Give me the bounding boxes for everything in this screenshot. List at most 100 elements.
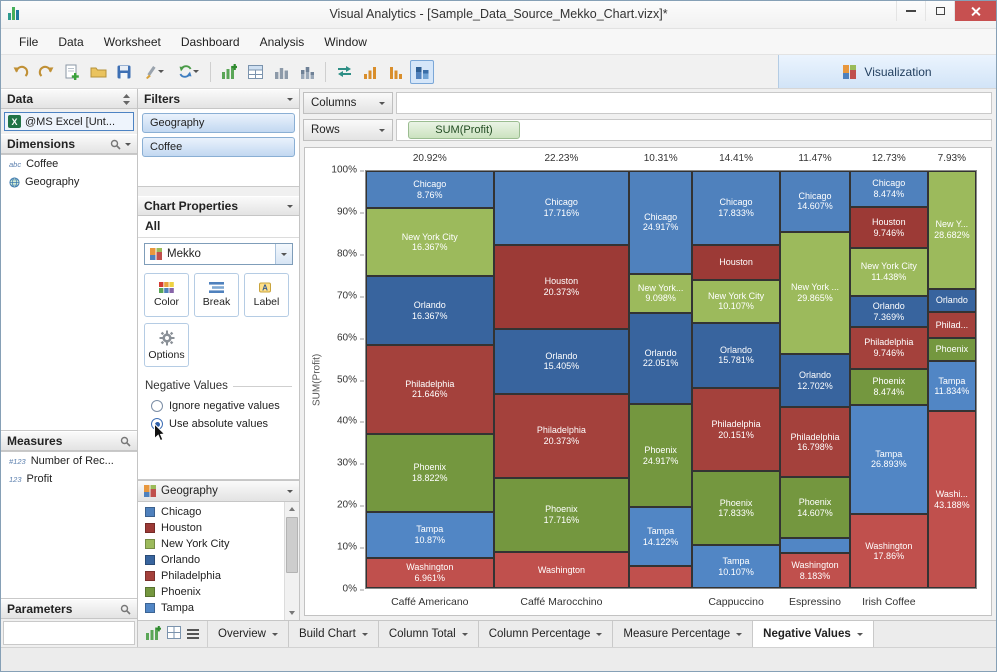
rows-shelf[interactable]: SUM(Profit) bbox=[396, 119, 992, 141]
filter-pill-geography[interactable]: Geography bbox=[142, 113, 295, 133]
break-button[interactable]: Break bbox=[194, 273, 239, 317]
menu-item-data[interactable]: Data bbox=[58, 34, 84, 49]
mekko-segment[interactable]: Chicago 8.474% bbox=[849, 171, 928, 207]
legend-scrollbar[interactable] bbox=[284, 502, 299, 620]
sort-toggle-icon[interactable] bbox=[122, 93, 131, 105]
mekko-segment[interactable]: Tampa 11.834% bbox=[927, 361, 977, 412]
visualization-tab[interactable]: Visualization bbox=[778, 55, 996, 88]
search-icon[interactable] bbox=[120, 604, 131, 615]
mekko-segment[interactable]: Phoenix 17.716% bbox=[493, 478, 630, 552]
mekko-segment[interactable]: Tampa 10.107% bbox=[692, 545, 781, 588]
menu-item-dashboard[interactable]: Dashboard bbox=[180, 34, 240, 49]
mekko-segment[interactable] bbox=[629, 566, 693, 588]
mekko-segment[interactable]: Phoenix 18.822% bbox=[366, 433, 494, 512]
mekko-segment[interactable]: Washington 6.961% bbox=[366, 557, 494, 588]
swap-axes-button[interactable] bbox=[332, 60, 356, 84]
mekko-segment[interactable]: Chicago 17.716% bbox=[493, 171, 630, 245]
mekko-segment[interactable]: Houston 9.746% bbox=[849, 206, 928, 249]
mekko-segment[interactable]: Orlando 15.781% bbox=[692, 322, 781, 389]
chevron-down-icon[interactable] bbox=[287, 204, 293, 208]
mekko-segment[interactable]: Philadelphia 20.373% bbox=[493, 393, 630, 479]
mekko-segment[interactable]: Chicago 24.917% bbox=[629, 171, 693, 274]
tab-overview[interactable]: Overview bbox=[208, 621, 289, 647]
mekko-segment[interactable]: Tampa 14.122% bbox=[629, 506, 693, 567]
search-icon[interactable] bbox=[110, 139, 121, 150]
measures-header[interactable]: Measures bbox=[1, 431, 137, 451]
mekko-segment[interactable]: Orlando 12.702% bbox=[780, 354, 850, 408]
chevron-down-icon[interactable] bbox=[287, 97, 293, 101]
legend-item[interactable]: Houston bbox=[138, 520, 284, 536]
mekko-segment[interactable] bbox=[780, 537, 850, 554]
parameters-header[interactable]: Parameters bbox=[1, 599, 137, 619]
legend-item[interactable]: Phoenix bbox=[138, 584, 284, 600]
mekko-segment[interactable]: Orlando bbox=[927, 289, 977, 313]
bar-chart-button[interactable] bbox=[269, 60, 293, 84]
menu-item-file[interactable]: File bbox=[19, 34, 39, 49]
mekko-segment[interactable]: Chicago 17.833% bbox=[692, 171, 781, 245]
sheet-list-button[interactable] bbox=[187, 629, 199, 639]
table-view-button[interactable] bbox=[243, 60, 267, 84]
menu-item-window[interactable]: Window bbox=[324, 34, 367, 49]
mekko-segment[interactable]: Philad... bbox=[927, 312, 977, 339]
radio-ignore-negative-values[interactable]: Ignore negative values bbox=[145, 397, 292, 415]
redo-button[interactable] bbox=[34, 60, 58, 84]
legend-header[interactable]: Geography bbox=[138, 480, 299, 502]
radio-use-absolute-values[interactable]: Use absolute values bbox=[145, 415, 292, 433]
open-button[interactable] bbox=[86, 60, 110, 84]
add-chart-button[interactable] bbox=[217, 60, 241, 84]
sum-profit-pill[interactable]: SUM(Profit) bbox=[408, 121, 520, 139]
mekko-segment[interactable]: New Y... 28.682% bbox=[927, 171, 977, 290]
new-worksheet-button[interactable] bbox=[146, 625, 162, 643]
show-visualization-toggle[interactable] bbox=[410, 59, 434, 84]
mekko-segment[interactable]: Orlando 16.367% bbox=[366, 276, 494, 345]
maximize-button[interactable] bbox=[925, 1, 954, 21]
chart-properties-header[interactable]: Chart Properties bbox=[138, 196, 299, 216]
mekko-segment[interactable]: Houston 20.373% bbox=[493, 244, 630, 330]
menu-item-analysis[interactable]: Analysis bbox=[259, 34, 305, 49]
scroll-up-button[interactable] bbox=[285, 502, 299, 516]
dimension-item[interactable]: Geography bbox=[1, 173, 137, 191]
mekko-segment[interactable]: Tampa 26.893% bbox=[849, 404, 928, 515]
scrollbar-thumb[interactable] bbox=[286, 517, 298, 573]
search-icon[interactable] bbox=[120, 436, 131, 447]
tab-column-total[interactable]: Column Total bbox=[379, 621, 479, 647]
legend-item[interactable]: Philadelphia bbox=[138, 568, 284, 584]
chart-type-select[interactable]: Mekko bbox=[144, 243, 293, 265]
undo-button[interactable] bbox=[8, 60, 32, 84]
options-button[interactable]: Options bbox=[144, 323, 189, 367]
mekko-segment[interactable]: Phoenix 14.607% bbox=[780, 477, 850, 538]
measure-item[interactable]: #123 Number of Rec... bbox=[1, 452, 137, 470]
radio-unselected-icon[interactable] bbox=[151, 400, 163, 412]
stacked-bar-button[interactable] bbox=[295, 60, 319, 84]
mekko-segment[interactable]: Chicago 8.76% bbox=[366, 171, 494, 209]
mekko-segment[interactable]: New York ... 29.865% bbox=[780, 231, 850, 355]
tab-measure-percentage[interactable]: Measure Percentage bbox=[613, 621, 754, 647]
mekko-segment[interactable]: Philadelphia 20.151% bbox=[692, 388, 781, 472]
chevron-down-icon[interactable] bbox=[125, 142, 131, 146]
chevron-down-icon[interactable] bbox=[287, 489, 293, 493]
format-tool-button[interactable] bbox=[138, 60, 170, 84]
save-button[interactable] bbox=[112, 60, 136, 84]
scroll-down-button[interactable] bbox=[285, 606, 299, 620]
data-panel-header[interactable]: Data bbox=[1, 89, 137, 109]
mekko-segment[interactable]: Philadelphia 21.646% bbox=[366, 344, 494, 434]
refresh-button[interactable] bbox=[172, 60, 204, 84]
sort-descending-button[interactable] bbox=[384, 60, 408, 84]
mekko-segment[interactable]: Tampa 10.87% bbox=[366, 512, 494, 558]
mekko-segment[interactable]: Washington bbox=[493, 551, 630, 589]
new-workbook-button[interactable] bbox=[60, 60, 84, 84]
legend-item[interactable]: New York City bbox=[138, 536, 284, 552]
mekko-segment[interactable]: Orlando 15.405% bbox=[493, 329, 630, 394]
dimensions-header[interactable]: Dimensions bbox=[1, 134, 137, 154]
close-button[interactable] bbox=[954, 1, 996, 21]
dimension-item[interactable]: abc Coffee bbox=[1, 155, 137, 173]
mekko-segment[interactable]: New York City 16.367% bbox=[366, 208, 494, 277]
legend-item[interactable]: Tampa bbox=[138, 600, 284, 616]
tab-build-chart[interactable]: Build Chart bbox=[289, 621, 379, 647]
mekko-segment[interactable]: Phoenix bbox=[927, 338, 977, 362]
mekko-segment[interactable]: Phoenix 8.474% bbox=[849, 368, 928, 405]
label-button[interactable]: A Label bbox=[244, 273, 289, 317]
sort-ascending-button[interactable] bbox=[358, 60, 382, 84]
new-dashboard-button[interactable] bbox=[167, 626, 181, 642]
mekko-segment[interactable]: Houston bbox=[692, 244, 781, 280]
